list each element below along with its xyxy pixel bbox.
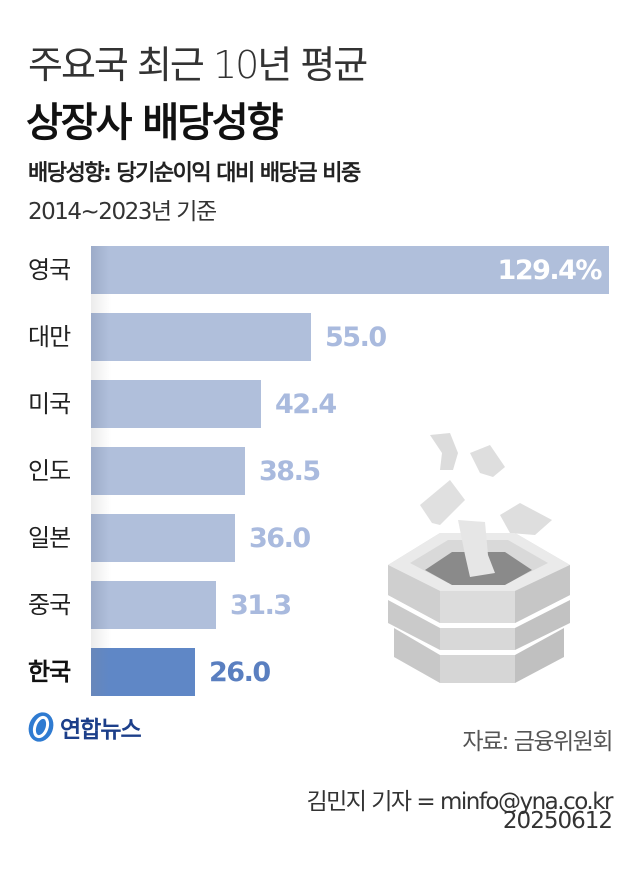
source-note: 자료: 금융위원회	[462, 729, 613, 755]
bar-value-label: 38.5	[259, 456, 321, 487]
bar-gap-shadow	[91, 428, 111, 447]
bar	[91, 447, 245, 495]
bar	[91, 380, 261, 428]
publish-date: 20250612	[502, 808, 613, 834]
bar-category-label: 중국	[28, 591, 71, 619]
bar-row: 한국 26.0	[0, 648, 640, 696]
bar-row: 인도 38.5	[0, 447, 640, 495]
yonhap-logo: 연합뉴스	[26, 710, 142, 744]
dividend-box-icon	[388, 433, 570, 683]
bar-gap-shadow	[91, 562, 111, 581]
bar-gap-shadow	[91, 361, 111, 380]
bar-value-label: 26.0	[209, 657, 271, 688]
page-title: 상장사 배당성향	[26, 100, 284, 146]
bar-gap-shadow	[91, 495, 111, 514]
bar	[91, 313, 311, 361]
bar-row: 영국 129.4%	[0, 246, 640, 294]
bar-row: 대만 55.0	[0, 313, 640, 361]
bar-gap-shadow	[91, 294, 111, 313]
bar-value-label: 129.4%	[497, 255, 603, 286]
bar-row: 일본 36.0	[0, 514, 640, 562]
bar-value-label: 36.0	[249, 523, 311, 554]
bar-category-label: 일본	[28, 524, 71, 552]
bar-category-label: 대만	[28, 323, 71, 351]
bar-gap-shadow	[91, 629, 111, 648]
bar	[91, 246, 609, 294]
bar-category-label: 한국	[28, 658, 71, 686]
bar-value-label: 31.3	[230, 590, 292, 621]
bar	[91, 581, 216, 629]
bar	[91, 514, 235, 562]
bar-value-label: 55.0	[325, 322, 387, 353]
bar	[91, 648, 195, 696]
bar-category-label: 인도	[28, 457, 71, 485]
bar-category-label: 영국	[28, 256, 71, 284]
subtitle: 배당성향: 당기순이익 대비 배당금 비중	[28, 161, 361, 186]
title-line1: 주요국 최근 10년 평균	[28, 43, 368, 87]
bar-category-label: 미국	[28, 390, 71, 418]
yonhap-logo-icon	[28, 712, 54, 742]
bar-row: 미국 42.4	[0, 380, 640, 428]
logo-text: 연합뉴스	[60, 717, 142, 743]
bar-value-label: 42.4	[275, 389, 337, 420]
period-note: 2014~2023년 기준	[28, 199, 217, 225]
bar-row: 중국 31.3	[0, 581, 640, 629]
reporter-credit: 김민지 기자 = minfo@yna.co.kr	[306, 789, 613, 815]
